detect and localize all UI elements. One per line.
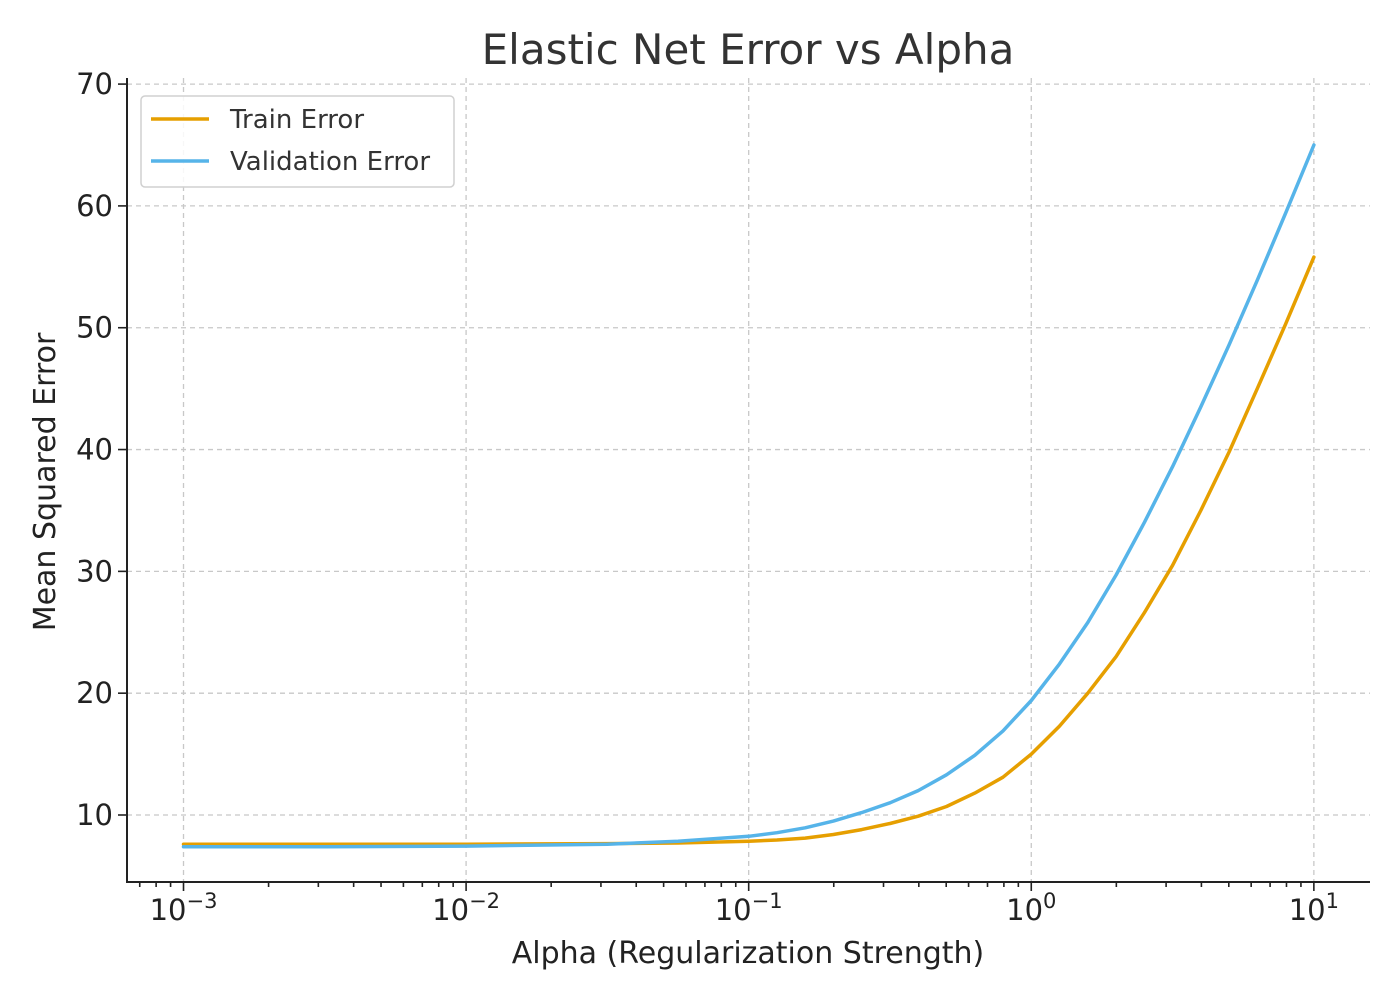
x-tick-label: 10−2 xyxy=(432,889,500,927)
ticks: 10 20 30 40 50 60 70 10−3 10−2 10−1 100 101 xyxy=(76,67,1339,927)
series xyxy=(181,143,1316,849)
y-tick-label: 60 xyxy=(76,189,113,223)
chart-title: Elastic Net Error vs Alpha xyxy=(482,25,1015,74)
x-tick-label: 101 xyxy=(1289,889,1339,927)
legend: Train Error Validation Error xyxy=(140,95,455,188)
y-tick-label: 30 xyxy=(76,554,113,588)
series-line-1 xyxy=(181,143,1316,849)
x-axis-label: Alpha (Regularization Strength) xyxy=(512,936,985,971)
y-tick-label: 50 xyxy=(76,311,113,345)
y-tick-label: 40 xyxy=(76,433,113,467)
grid xyxy=(127,78,1370,882)
legend-label-0: Train Error xyxy=(229,105,364,135)
y-tick-label: 20 xyxy=(76,676,113,710)
legend-label-1: Validation Error xyxy=(230,147,430,177)
y-axis-label: Mean Squared Error xyxy=(28,332,63,631)
series-line-0 xyxy=(181,255,1316,846)
y-tick-label: 70 xyxy=(76,67,113,101)
y-tick-label: 10 xyxy=(76,798,113,832)
x-tick-label: 10−1 xyxy=(715,889,783,927)
x-tick-label: 100 xyxy=(1006,889,1056,927)
legend-box xyxy=(140,95,455,188)
x-tick-label: 10−3 xyxy=(150,889,218,927)
